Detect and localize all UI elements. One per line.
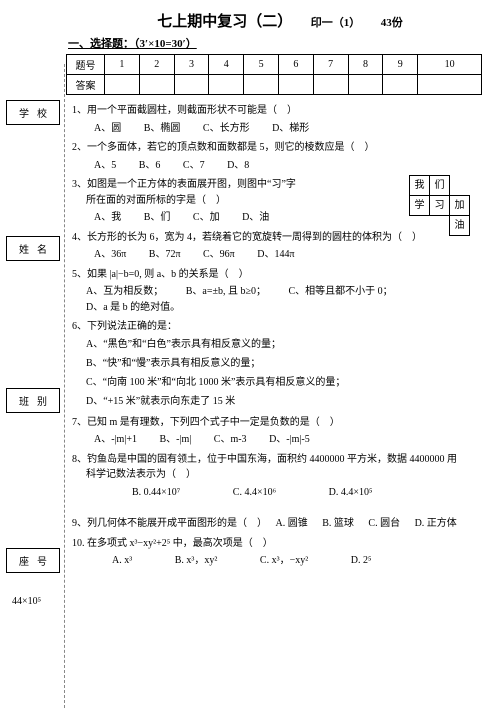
q9-opt-b: B. 篮球 <box>322 518 354 529</box>
q2-opt-d: D、8 <box>227 158 249 174</box>
ans-col-4: 4 <box>209 55 244 75</box>
q1-stem: 1、用一个平面截圆柱，则截面形状不可能是（ ） <box>72 103 488 119</box>
question-9: 9、列几何体不能展开成平面图形的是（ ） A. 圆锥 B. 篮球 C. 圆台 D… <box>72 516 488 532</box>
q7-opt-d: D、-|m|-5 <box>269 432 310 448</box>
q5-opt-d: D、a 是 b 的绝对值。 <box>86 300 180 316</box>
q8-opt-c: C. 4.4×10⁶ <box>233 485 276 501</box>
cube-net-figure: 我们 学习加 油 <box>390 175 471 236</box>
cube-cell-we: 我 <box>410 176 430 196</box>
ans-cell[interactable] <box>278 75 313 95</box>
ans-col-3: 3 <box>174 55 209 75</box>
page-body: 七上期中复习（二） 印一（1） 43份 一、选择题：（3′×10=30′） 题号… <box>0 0 502 708</box>
q8-stem1: 8、钓鱼岛是中国的固有领土，位于中国东海，面积约 4400000 平方米，数据 … <box>72 452 488 468</box>
q6-stem: 6、下列说法正确的是： <box>72 319 488 335</box>
ans-col-8: 8 <box>348 55 383 75</box>
q9-stem: 9、列几何体不能展开成平面图形的是（ ） <box>72 518 267 529</box>
q6-opt-c: C、“向南 100 米”和“向北 1000 米”表示具有相反意义的量； <box>86 373 488 392</box>
title-sub: 印一（1） <box>311 14 361 30</box>
q3-opt-a: A、我 <box>94 210 121 226</box>
q8-opt-b: B. 0.44×10⁷ <box>132 485 180 501</box>
q1-opt-a: A、圆 <box>94 121 121 137</box>
ans-cell[interactable] <box>348 75 383 95</box>
question-10: 10. 在多项式 x³−xy²+2⁵ 中，最高次项是（ ） A. x³ B. x… <box>72 536 488 569</box>
ans-col-6: 6 <box>278 55 313 75</box>
q1-opt-c: C、长方形 <box>203 121 250 137</box>
q5-opt-b: B、a=±b, 且 b≥0； <box>186 284 266 300</box>
q8-stem2: 科学记数法表示为（ ） <box>86 467 488 483</box>
cube-cell-you: 油 <box>450 216 470 236</box>
cube-cell-men: 们 <box>430 176 450 196</box>
q6-opt-a: A、“黑色”和“白色”表示具有相反意义的量； <box>86 335 488 354</box>
ans-col-10: 10 <box>418 55 482 75</box>
q9-opt-c: C. 圆台 <box>368 518 400 529</box>
ans-col-1: 1 <box>105 55 140 75</box>
ans-cell[interactable] <box>313 75 348 95</box>
title-main: 七上期中复习（二） <box>157 10 292 31</box>
cube-cell-xue: 学 <box>410 196 430 216</box>
q1-opt-d: D、梯形 <box>272 121 309 137</box>
ans-col-2: 2 <box>139 55 174 75</box>
q5-stem: 5、如果 |a|−b=0, 则 a、b 的关系是（ ） <box>72 267 488 283</box>
q4-opt-b: B、72π <box>149 247 181 263</box>
q5-opt-a: A、互为相反数； <box>86 284 163 300</box>
q3-opt-c: C、加 <box>193 210 220 226</box>
q4-opt-c: C、96π <box>203 247 235 263</box>
q2-stem: 2、一个多面体，若它的顶点数和面数都是 5，则它的棱数应是（ ） <box>72 140 488 156</box>
cube-cell-xi: 习 <box>430 196 450 216</box>
section1-header: 一、选择题：（3′×10=30′） <box>68 35 488 51</box>
q10-opt-b: B. x³，xy² <box>175 553 218 569</box>
q10-opt-d: D. 2⁵ <box>351 553 372 569</box>
ans-cell[interactable] <box>209 75 244 95</box>
answer-table-header-row: 题号 1 2 3 4 5 6 7 8 9 10 <box>67 55 482 75</box>
q6-opt-b: B、“快”和“慢”表示具有相反意义的量； <box>86 354 488 373</box>
q9-opt-a: A. 圆锥 <box>276 518 308 529</box>
question-7: 7、已知 m 是有理数，下列四个式子中一定是负数的是（ ） A、-|m|+1 B… <box>72 415 488 448</box>
q7-opt-a: A、-|m|+1 <box>94 432 137 448</box>
answer-table-answer-row: 答案 <box>67 75 482 95</box>
question-6: 6、下列说法正确的是： A、“黑色”和“白色”表示具有相反意义的量； B、“快”… <box>72 319 488 411</box>
ans-cell[interactable] <box>244 75 279 95</box>
question-8: 8、钓鱼岛是中国的固有领土，位于中国东海，面积约 4400000 平方米，数据 … <box>72 452 488 501</box>
ans-cell[interactable] <box>174 75 209 95</box>
question-3: 我们 学习加 油 3、如图是一个正方体的表面展开图，则图中“习”字 所在面的对面… <box>72 177 488 226</box>
q5-opt-c: C、相等且都不小于 0； <box>288 284 392 300</box>
q8-opt-d: D. 4.4×10⁵ <box>329 485 373 501</box>
answer-table: 题号 1 2 3 4 5 6 7 8 9 10 答案 <box>66 54 482 95</box>
title-count: 43份 <box>381 14 403 30</box>
q4-opt-a: A、36π <box>94 247 126 263</box>
ans-col-9: 9 <box>383 55 418 75</box>
question-1: 1、用一个平面截圆柱，则截面形状不可能是（ ） A、圆 B、椭圆 C、长方形 D… <box>72 103 488 136</box>
ans-cell[interactable] <box>418 75 482 95</box>
question-5: 5、如果 |a|−b=0, 则 a、b 的关系是（ ） A、互为相反数； B、a… <box>72 267 488 316</box>
q7-opt-c: C、m-3 <box>214 432 247 448</box>
ans-col-5: 5 <box>244 55 279 75</box>
q7-opt-b: B、-|m| <box>159 432 191 448</box>
q7-stem: 7、已知 m 是有理数，下列四个式子中一定是负数的是（ ） <box>72 415 488 431</box>
q2-opt-b: B、6 <box>139 158 161 174</box>
ans-cell[interactable] <box>383 75 418 95</box>
title-row: 七上期中复习（二） 印一（1） 43份 <box>72 10 488 31</box>
cube-cell-jia: 加 <box>450 196 470 216</box>
ans-cell[interactable] <box>139 75 174 95</box>
q4-opt-d: D、144π <box>257 247 294 263</box>
q1-opt-b: B、椭圆 <box>144 121 181 137</box>
ans-cell[interactable] <box>105 75 140 95</box>
q9-opt-d: D. 正方体 <box>415 518 457 529</box>
q3-opt-b: B、们 <box>144 210 171 226</box>
q2-opt-a: A、5 <box>94 158 116 174</box>
question-2: 2、一个多面体，若它的顶点数和面数都是 5，则它的棱数应是（ ） A、5 B、6… <box>72 140 488 173</box>
q10-opt-c: C. x³，−xy² <box>260 553 308 569</box>
ans-col-7: 7 <box>313 55 348 75</box>
q10-opt-a: A. x³ <box>112 553 132 569</box>
q10-stem: 10. 在多项式 x³−xy²+2⁵ 中，最高次项是（ ） <box>72 536 488 552</box>
q6-opt-d: D、“+15 米”就表示向东走了 15 米 <box>86 392 488 411</box>
ans-label-ans: 答案 <box>67 75 105 95</box>
q3-opt-d: D、油 <box>242 210 269 226</box>
ans-label-num: 题号 <box>67 55 105 75</box>
q2-opt-c: C、7 <box>183 158 205 174</box>
